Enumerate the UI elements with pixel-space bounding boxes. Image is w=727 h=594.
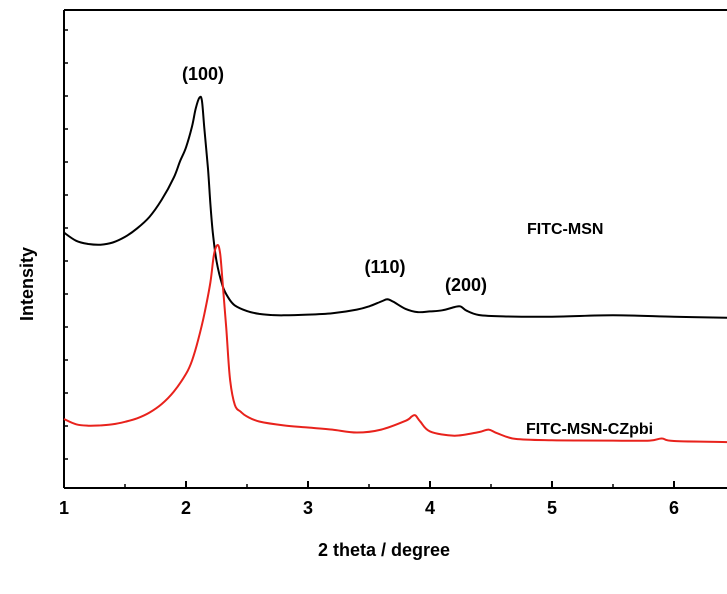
plot-frame [63, 9, 727, 489]
x-tick-label: 1 [59, 498, 69, 518]
peak-label-110: (110) [364, 257, 405, 277]
y-minor-ticks [64, 29, 68, 460]
series-line-fitc-msn-czpbi [63, 244, 727, 444]
series-line-fitc-msn [63, 95, 727, 319]
x-tick-label: 3 [303, 498, 313, 518]
y-axis-title: Intensity [17, 247, 37, 321]
series-label-fitc-msn: FITC-MSN [527, 221, 603, 238]
x-tick-labels: 1 2 3 4 5 6 [59, 498, 679, 518]
series-label-fitc-msn-czpbi: FITC-MSN-CZpbi [526, 421, 653, 438]
peak-label-100: (100) [182, 64, 224, 84]
x-tick-label: 2 [181, 498, 191, 518]
x-tick-label: 4 [425, 498, 435, 518]
x-tick-label: 6 [669, 498, 679, 518]
x-tick-label: 5 [547, 498, 557, 518]
series-lines [63, 95, 727, 444]
peak-label-200: (200) [445, 275, 487, 295]
x-axis-title: 2 theta / degree [318, 540, 450, 560]
x-ticks [63, 481, 675, 488]
